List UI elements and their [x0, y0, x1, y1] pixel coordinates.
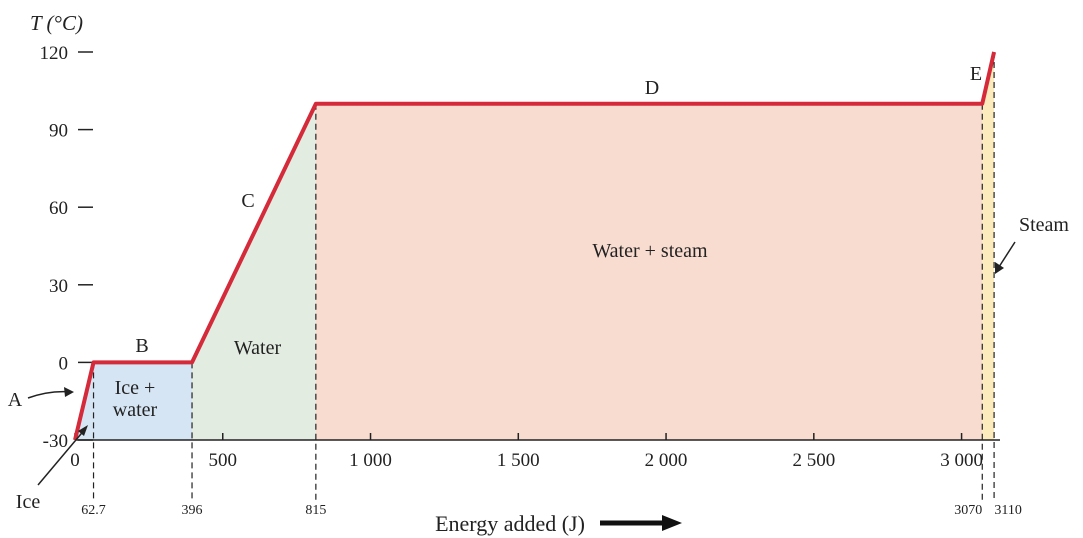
phase-label: Water	[210, 337, 305, 359]
x-tick-label: 2 500	[792, 450, 835, 471]
phase-label: Water + steam	[540, 240, 760, 262]
y-tick-label: -30	[43, 431, 68, 452]
y-tick-label: 120	[40, 43, 69, 64]
phase-regions	[75, 52, 994, 440]
phase-label: Ice + water	[100, 377, 170, 421]
segment-label: C	[241, 190, 254, 212]
phase-region	[192, 104, 316, 440]
segment-label: E	[970, 63, 982, 85]
x-tick-label: 1 500	[497, 450, 540, 471]
marker-label: 815	[305, 503, 326, 518]
chart: 05001 0001 5002 0002 5003 000-3003060901…	[0, 0, 1083, 538]
phase-label: Steam	[1005, 214, 1083, 236]
phase-region	[982, 52, 994, 440]
marker-label: 3110	[994, 503, 1021, 518]
x-tick-label: 2 000	[645, 450, 688, 471]
x-tick-label: 1 000	[349, 450, 392, 471]
x-tick-label: 0	[70, 450, 80, 471]
phase-region	[316, 104, 982, 440]
x-tick-label: 500	[209, 450, 238, 471]
segment-label: A	[8, 389, 23, 411]
x-tick-label: 3 000	[940, 450, 983, 471]
y-tick-label: 30	[49, 276, 68, 297]
phase-label: Ice	[8, 491, 48, 513]
segment-label: B	[135, 335, 148, 357]
pointer-arrow-head	[995, 262, 1004, 274]
plot-area: 05001 0001 5002 0002 5003 000-3003060901…	[0, 0, 1083, 538]
marker-label: 396	[182, 503, 203, 518]
segment-label: D	[645, 77, 659, 99]
marker-label: 62.7	[81, 503, 106, 518]
x-axis-label: Energy added (J)	[435, 511, 585, 536]
y-tick-label: 0	[59, 353, 69, 374]
marker-label: 3070	[954, 503, 982, 518]
y-tick-label: 60	[49, 198, 68, 219]
y-axis-label: T (°C)	[30, 11, 83, 35]
x-arrow-head	[662, 515, 682, 531]
y-tick-label: 90	[49, 121, 68, 142]
pointer-arrow-head	[64, 387, 74, 397]
